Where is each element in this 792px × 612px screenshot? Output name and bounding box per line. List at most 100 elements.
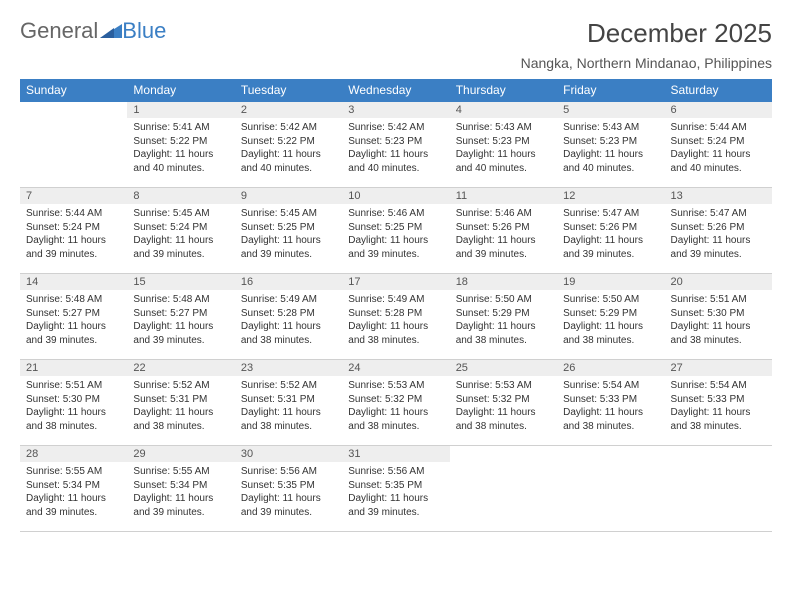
daylight-line: Daylight: 11 hours and 39 minutes. (241, 492, 336, 519)
sunrise-line: Sunrise: 5:44 AM (26, 207, 121, 221)
sunset-line: Sunset: 5:30 PM (26, 393, 121, 407)
sunset-line: Sunset: 5:22 PM (133, 135, 228, 149)
daylight-line: Daylight: 11 hours and 38 minutes. (241, 320, 336, 347)
sunrise-line: Sunrise: 5:56 AM (241, 465, 336, 479)
daylight-line: Daylight: 11 hours and 39 minutes. (133, 320, 228, 347)
calendar-cell: 2Sunrise: 5:42 AMSunset: 5:22 PMDaylight… (235, 102, 342, 188)
calendar-cell: 9Sunrise: 5:45 AMSunset: 5:25 PMDaylight… (235, 188, 342, 274)
calendar-cell: 21Sunrise: 5:51 AMSunset: 5:30 PMDayligh… (20, 360, 127, 446)
sunrise-line: Sunrise: 5:47 AM (563, 207, 658, 221)
day-number: 30 (235, 446, 342, 462)
location-text: Nangka, Northern Mindanao, Philippines (521, 55, 772, 71)
sunset-line: Sunset: 5:24 PM (671, 135, 766, 149)
sunset-line: Sunset: 5:23 PM (563, 135, 658, 149)
sunrise-line: Sunrise: 5:42 AM (241, 121, 336, 135)
day-body: Sunrise: 5:45 AMSunset: 5:24 PMDaylight:… (127, 204, 234, 265)
daylight-line: Daylight: 11 hours and 39 minutes. (348, 492, 443, 519)
sunset-line: Sunset: 5:24 PM (133, 221, 228, 235)
calendar-table: SundayMondayTuesdayWednesdayThursdayFrid… (20, 79, 772, 532)
calendar-week: 14Sunrise: 5:48 AMSunset: 5:27 PMDayligh… (20, 274, 772, 360)
sunset-line: Sunset: 5:35 PM (348, 479, 443, 493)
sunrise-line: Sunrise: 5:49 AM (241, 293, 336, 307)
calendar-cell: 19Sunrise: 5:50 AMSunset: 5:29 PMDayligh… (557, 274, 664, 360)
daylight-line: Daylight: 11 hours and 39 minutes. (456, 234, 551, 261)
calendar-cell: 27Sunrise: 5:54 AMSunset: 5:33 PMDayligh… (665, 360, 772, 446)
sunset-line: Sunset: 5:23 PM (456, 135, 551, 149)
day-number: 31 (342, 446, 449, 462)
day-number: 5 (557, 102, 664, 118)
sunset-line: Sunset: 5:35 PM (241, 479, 336, 493)
sunrise-line: Sunrise: 5:49 AM (348, 293, 443, 307)
sunrise-line: Sunrise: 5:56 AM (348, 465, 443, 479)
day-body: Sunrise: 5:49 AMSunset: 5:28 PMDaylight:… (235, 290, 342, 351)
sunset-line: Sunset: 5:27 PM (26, 307, 121, 321)
day-header: Sunday (20, 79, 127, 102)
calendar-cell: 17Sunrise: 5:49 AMSunset: 5:28 PMDayligh… (342, 274, 449, 360)
sunset-line: Sunset: 5:28 PM (241, 307, 336, 321)
sunrise-line: Sunrise: 5:45 AM (133, 207, 228, 221)
daylight-line: Daylight: 11 hours and 39 minutes. (133, 234, 228, 261)
day-number: 7 (20, 188, 127, 204)
daylight-line: Daylight: 11 hours and 38 minutes. (671, 406, 766, 433)
calendar-cell: 12Sunrise: 5:47 AMSunset: 5:26 PMDayligh… (557, 188, 664, 274)
day-body: Sunrise: 5:53 AMSunset: 5:32 PMDaylight:… (342, 376, 449, 437)
sunset-line: Sunset: 5:29 PM (456, 307, 551, 321)
calendar-cell: 16Sunrise: 5:49 AMSunset: 5:28 PMDayligh… (235, 274, 342, 360)
day-body: Sunrise: 5:46 AMSunset: 5:25 PMDaylight:… (342, 204, 449, 265)
sunrise-line: Sunrise: 5:41 AM (133, 121, 228, 135)
triangle-icon (100, 18, 122, 44)
day-number: 6 (665, 102, 772, 118)
calendar-cell: 15Sunrise: 5:48 AMSunset: 5:27 PMDayligh… (127, 274, 234, 360)
header: General Blue December 2025 Nangka, North… (20, 18, 772, 71)
sunrise-line: Sunrise: 5:52 AM (241, 379, 336, 393)
day-number: 9 (235, 188, 342, 204)
calendar-week: 28Sunrise: 5:55 AMSunset: 5:34 PMDayligh… (20, 446, 772, 532)
day-body: Sunrise: 5:51 AMSunset: 5:30 PMDaylight:… (20, 376, 127, 437)
sunrise-line: Sunrise: 5:52 AM (133, 379, 228, 393)
daylight-line: Daylight: 11 hours and 39 minutes. (133, 492, 228, 519)
day-header: Tuesday (235, 79, 342, 102)
sunset-line: Sunset: 5:31 PM (133, 393, 228, 407)
day-number: 18 (450, 274, 557, 290)
calendar-cell: 14Sunrise: 5:48 AMSunset: 5:27 PMDayligh… (20, 274, 127, 360)
calendar-week: 1Sunrise: 5:41 AMSunset: 5:22 PMDaylight… (20, 102, 772, 188)
sunrise-line: Sunrise: 5:43 AM (456, 121, 551, 135)
day-body: Sunrise: 5:50 AMSunset: 5:29 PMDaylight:… (450, 290, 557, 351)
day-body: Sunrise: 5:54 AMSunset: 5:33 PMDaylight:… (557, 376, 664, 437)
day-body: Sunrise: 5:47 AMSunset: 5:26 PMDaylight:… (557, 204, 664, 265)
day-body: Sunrise: 5:53 AMSunset: 5:32 PMDaylight:… (450, 376, 557, 437)
sunset-line: Sunset: 5:27 PM (133, 307, 228, 321)
calendar-cell: 11Sunrise: 5:46 AMSunset: 5:26 PMDayligh… (450, 188, 557, 274)
daylight-line: Daylight: 11 hours and 38 minutes. (348, 406, 443, 433)
day-header: Saturday (665, 79, 772, 102)
day-body: Sunrise: 5:44 AMSunset: 5:24 PMDaylight:… (20, 204, 127, 265)
day-number: 2 (235, 102, 342, 118)
day-body: Sunrise: 5:43 AMSunset: 5:23 PMDaylight:… (557, 118, 664, 179)
calendar-cell: 20Sunrise: 5:51 AMSunset: 5:30 PMDayligh… (665, 274, 772, 360)
day-number: 16 (235, 274, 342, 290)
day-number: 24 (342, 360, 449, 376)
calendar-cell: 8Sunrise: 5:45 AMSunset: 5:24 PMDaylight… (127, 188, 234, 274)
day-body: Sunrise: 5:46 AMSunset: 5:26 PMDaylight:… (450, 204, 557, 265)
day-body: Sunrise: 5:52 AMSunset: 5:31 PMDaylight:… (127, 376, 234, 437)
sunset-line: Sunset: 5:32 PM (348, 393, 443, 407)
day-header: Wednesday (342, 79, 449, 102)
daylight-line: Daylight: 11 hours and 38 minutes. (241, 406, 336, 433)
calendar-cell (20, 102, 127, 188)
calendar-cell: 28Sunrise: 5:55 AMSunset: 5:34 PMDayligh… (20, 446, 127, 532)
calendar-cell: 5Sunrise: 5:43 AMSunset: 5:23 PMDaylight… (557, 102, 664, 188)
day-number: 17 (342, 274, 449, 290)
day-body: Sunrise: 5:50 AMSunset: 5:29 PMDaylight:… (557, 290, 664, 351)
calendar-cell: 30 Sunrise: 5:56 AMSunset: 5:35 PMDayligh… (235, 446, 342, 532)
sunrise-line: Sunrise: 5:47 AM (671, 207, 766, 221)
day-number: 3 (342, 102, 449, 118)
daylight-line: Daylight: 11 hours and 40 minutes. (241, 148, 336, 175)
day-body: Sunrise: 5:41 AMSunset: 5:22 PMDaylight:… (127, 118, 234, 179)
calendar-cell: 26Sunrise: 5:54 AMSunset: 5:33 PMDayligh… (557, 360, 664, 446)
day-number: 27 (665, 360, 772, 376)
calendar-week: 7Sunrise: 5:44 AMSunset: 5:24 PMDaylight… (20, 188, 772, 274)
daylight-line: Daylight: 11 hours and 38 minutes. (563, 320, 658, 347)
sunset-line: Sunset: 5:28 PM (348, 307, 443, 321)
sunset-line: Sunset: 5:26 PM (456, 221, 551, 235)
sunrise-line: Sunrise: 5:53 AM (456, 379, 551, 393)
